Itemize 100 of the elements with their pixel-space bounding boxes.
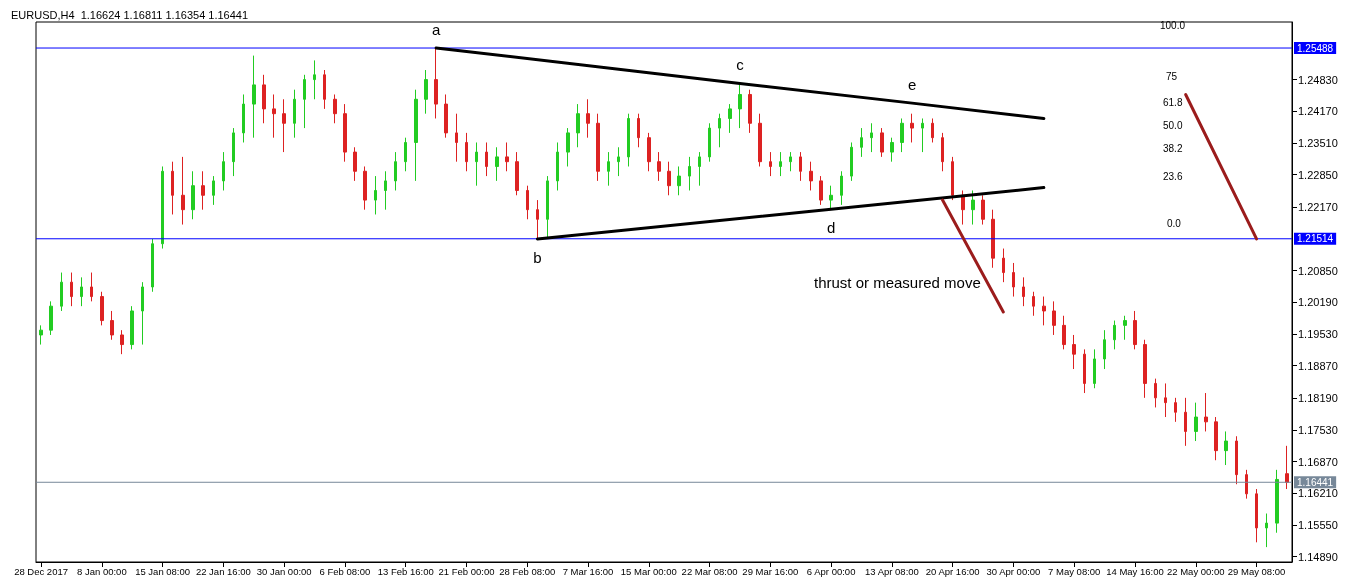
candlestick (161, 165, 164, 250)
candlestick (1052, 300, 1056, 336)
y-tick-label: 1.16210 (1298, 487, 1338, 500)
candlestick (789, 151, 792, 172)
ref-line-label: 1.25488 (1297, 42, 1334, 54)
candlestick (90, 272, 93, 302)
ref-line-label: 1.21514 (1297, 233, 1334, 245)
candlestick (39, 324, 43, 346)
candlestick (1083, 348, 1086, 394)
candlestick (657, 151, 661, 182)
candlestick (870, 122, 873, 153)
candlestick (212, 175, 215, 206)
candlestick (596, 113, 600, 182)
candlestick (505, 141, 509, 172)
candlestick (242, 93, 245, 143)
candlestick (546, 175, 549, 238)
candlestick (890, 137, 894, 163)
x-tick-label: 22 Jan 16:00 (195, 565, 251, 577)
candlestick (70, 272, 73, 307)
candlestick (49, 300, 53, 336)
candlestick (850, 141, 853, 182)
candlestick (627, 113, 630, 167)
candlestick (1012, 262, 1015, 298)
candlestick (1194, 402, 1198, 442)
candlestick (526, 185, 529, 220)
candlestick (1224, 430, 1228, 466)
annotation: 61.8 (1163, 96, 1183, 108)
candlestick (738, 84, 742, 129)
annotation: thrust or measured move (814, 274, 981, 291)
candlestick (758, 113, 762, 167)
x-tick-label: 20 Apr 16:00 (925, 565, 980, 577)
y-tick-label: 1.22850 (1298, 168, 1338, 181)
candlestick (677, 165, 681, 196)
candlestick (130, 305, 134, 350)
candlestick (1123, 315, 1127, 341)
candlestick (1245, 469, 1248, 500)
candlestick (1164, 382, 1167, 418)
candlestick (313, 59, 316, 100)
annotation: 23.6 (1163, 170, 1183, 182)
candlestick (222, 151, 225, 191)
candlestick (728, 103, 732, 134)
candlestick (880, 127, 884, 158)
candlestick (1062, 315, 1066, 350)
x-tick-label: 6 Feb 08:00 (319, 565, 371, 577)
candlestick (607, 151, 610, 187)
y-tick-label: 1.22170 (1298, 201, 1338, 214)
candlestick (1072, 334, 1076, 370)
candlestick (667, 161, 671, 196)
candlestick (343, 103, 347, 163)
candlestick (1285, 445, 1289, 490)
candlestick (860, 127, 863, 158)
candlestick (171, 161, 174, 215)
candlestick (829, 185, 833, 211)
x-tick-label: 28 Dec 2017 (14, 565, 68, 577)
candlestick (455, 113, 458, 163)
candlestick (1174, 397, 1177, 423)
candlestick (921, 117, 924, 153)
x-tick-label: 22 May 00:00 (1166, 565, 1225, 577)
candlestick (1093, 348, 1096, 389)
candlestick (444, 93, 448, 139)
candlestick (536, 199, 539, 240)
candlestick (1154, 378, 1157, 408)
candlestick (1265, 513, 1268, 548)
candlestick (374, 175, 377, 215)
data-label: a (431, 20, 441, 38)
x-tick-label: 14 May 16:00 (1106, 565, 1164, 577)
candlestick (80, 276, 83, 307)
candlestick (1214, 416, 1218, 461)
data-label: c (736, 56, 745, 74)
y-tick-label: 1.14890 (1298, 550, 1338, 563)
annotation: 0.0 (1167, 217, 1182, 229)
candlestick (981, 194, 985, 226)
candlestick (394, 151, 397, 191)
candlestick (363, 165, 367, 211)
annotation: 38.2 (1163, 142, 1183, 154)
y-tick-label: 1.19530 (1298, 328, 1338, 340)
x-tick-label: 15 Mar 00:00 (620, 565, 677, 577)
candlestick (799, 151, 802, 182)
x-tick-label: 29 May 08:00 (1227, 565, 1286, 577)
x-tick-label: 30 Jan 00:00 (256, 565, 312, 577)
candlestick (404, 137, 407, 172)
candlestick (485, 141, 488, 177)
candlestick (282, 98, 286, 153)
line-series (434, 46, 1046, 120)
y-tick-label: 1.18190 (1298, 392, 1338, 405)
candlestick (556, 141, 559, 191)
x-tick-label: 30 Apr 00:00 (986, 565, 1041, 577)
candlestick (272, 93, 276, 139)
candlestick (900, 117, 904, 153)
candlestick (1113, 320, 1116, 350)
candlestick (252, 55, 256, 139)
candlestick (323, 69, 326, 110)
candlestick (293, 89, 296, 139)
annotation: 75 (1166, 70, 1178, 82)
candlestick (971, 189, 975, 226)
candlestick (951, 156, 954, 201)
x-tick-label: 8 Jan 00:00 (77, 565, 127, 577)
candlestick (688, 156, 691, 191)
candlestick (586, 98, 590, 139)
candlestick (576, 103, 580, 148)
